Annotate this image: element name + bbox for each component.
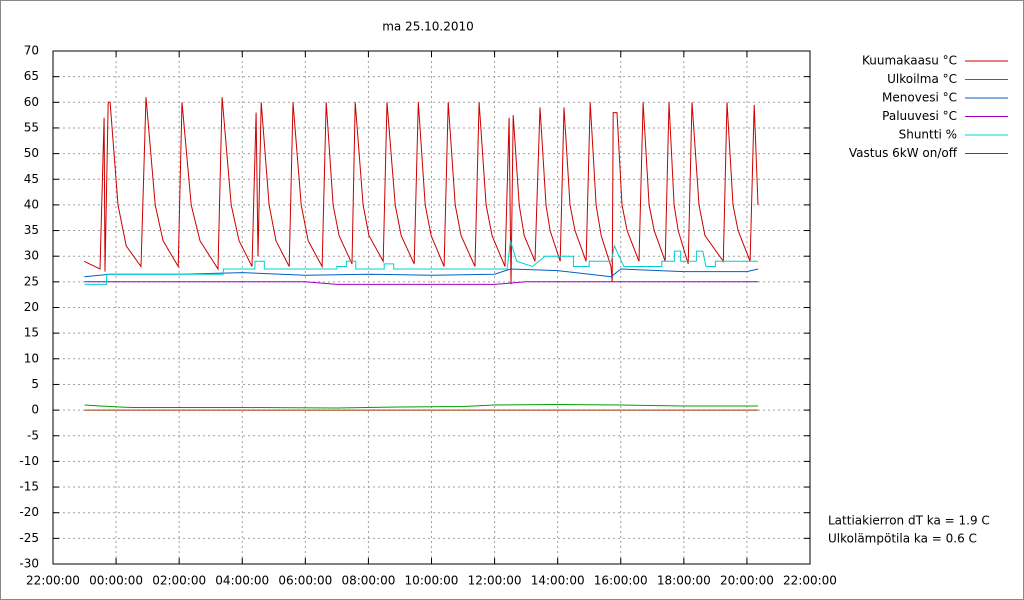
- y-tick-label: -20: [19, 505, 39, 519]
- y-tick-label: 25: [24, 274, 39, 288]
- y-tick-label: 5: [31, 377, 39, 391]
- x-tick-label: 04:00:00: [215, 574, 269, 588]
- x-tick-label: 00:00:00: [89, 574, 143, 588]
- y-tick-label: 15: [24, 326, 39, 340]
- y-tick-label: 30: [24, 249, 39, 263]
- x-tick-label: 20:00:00: [720, 574, 774, 588]
- series-line: [83, 97, 759, 285]
- plot-border: [52, 50, 811, 565]
- series-line: [84, 281, 758, 285]
- y-tick-label: -15: [19, 480, 39, 494]
- legend-label: Shuntti %: [899, 128, 957, 142]
- annotation: Ulkolämpötila ka = 0.6 C: [828, 532, 977, 546]
- legend-label: Paluuvesi °C: [882, 109, 957, 123]
- y-tick-label: 20: [24, 300, 39, 314]
- y-tick-label: 60: [24, 95, 39, 109]
- y-tick-label: 0: [31, 403, 39, 417]
- legend-label: Ulkoilma °C: [887, 72, 957, 86]
- y-tick-label: -25: [19, 531, 39, 545]
- x-tick-label: 14:00:00: [531, 574, 585, 588]
- legend-label: Vastus 6kW on/off: [849, 146, 958, 160]
- y-tick-label: -30: [19, 557, 39, 571]
- y-tick-label: 70: [24, 44, 39, 58]
- y-tick-label: 40: [24, 197, 39, 211]
- x-tick-label: 12:00:00: [468, 574, 522, 588]
- series-line: [84, 240, 758, 285]
- legend-label: Menovesi °C: [882, 91, 957, 105]
- y-tick-label: 35: [24, 223, 39, 237]
- x-tick-label: 08:00:00: [341, 574, 395, 588]
- x-tick-label: 16:00:00: [594, 574, 648, 588]
- x-tick-label: 22:00:00: [783, 574, 837, 588]
- chart-title: ma 25.10.2010: [382, 20, 474, 34]
- y-tick-label: 50: [24, 146, 39, 160]
- annotation: Lattiakierron dT ka = 1.9 C: [828, 514, 990, 528]
- y-tick-label: 45: [24, 172, 39, 186]
- x-tick-label: 10:00:00: [405, 574, 459, 588]
- x-tick-label: 02:00:00: [152, 574, 206, 588]
- y-tick-label: 10: [24, 351, 39, 365]
- y-tick-label: 55: [24, 120, 39, 134]
- series-line: [84, 403, 758, 409]
- x-tick-label: 22:00:00: [26, 574, 80, 588]
- y-tick-label: -5: [27, 428, 39, 442]
- series-line: [84, 268, 759, 278]
- x-tick-label: 18:00:00: [657, 574, 711, 588]
- x-tick-label: 06:00:00: [278, 574, 332, 588]
- legend-label: Kuumakaasu °C: [862, 54, 957, 68]
- y-tick-label: 65: [24, 69, 39, 83]
- y-tick-label: -10: [19, 454, 39, 468]
